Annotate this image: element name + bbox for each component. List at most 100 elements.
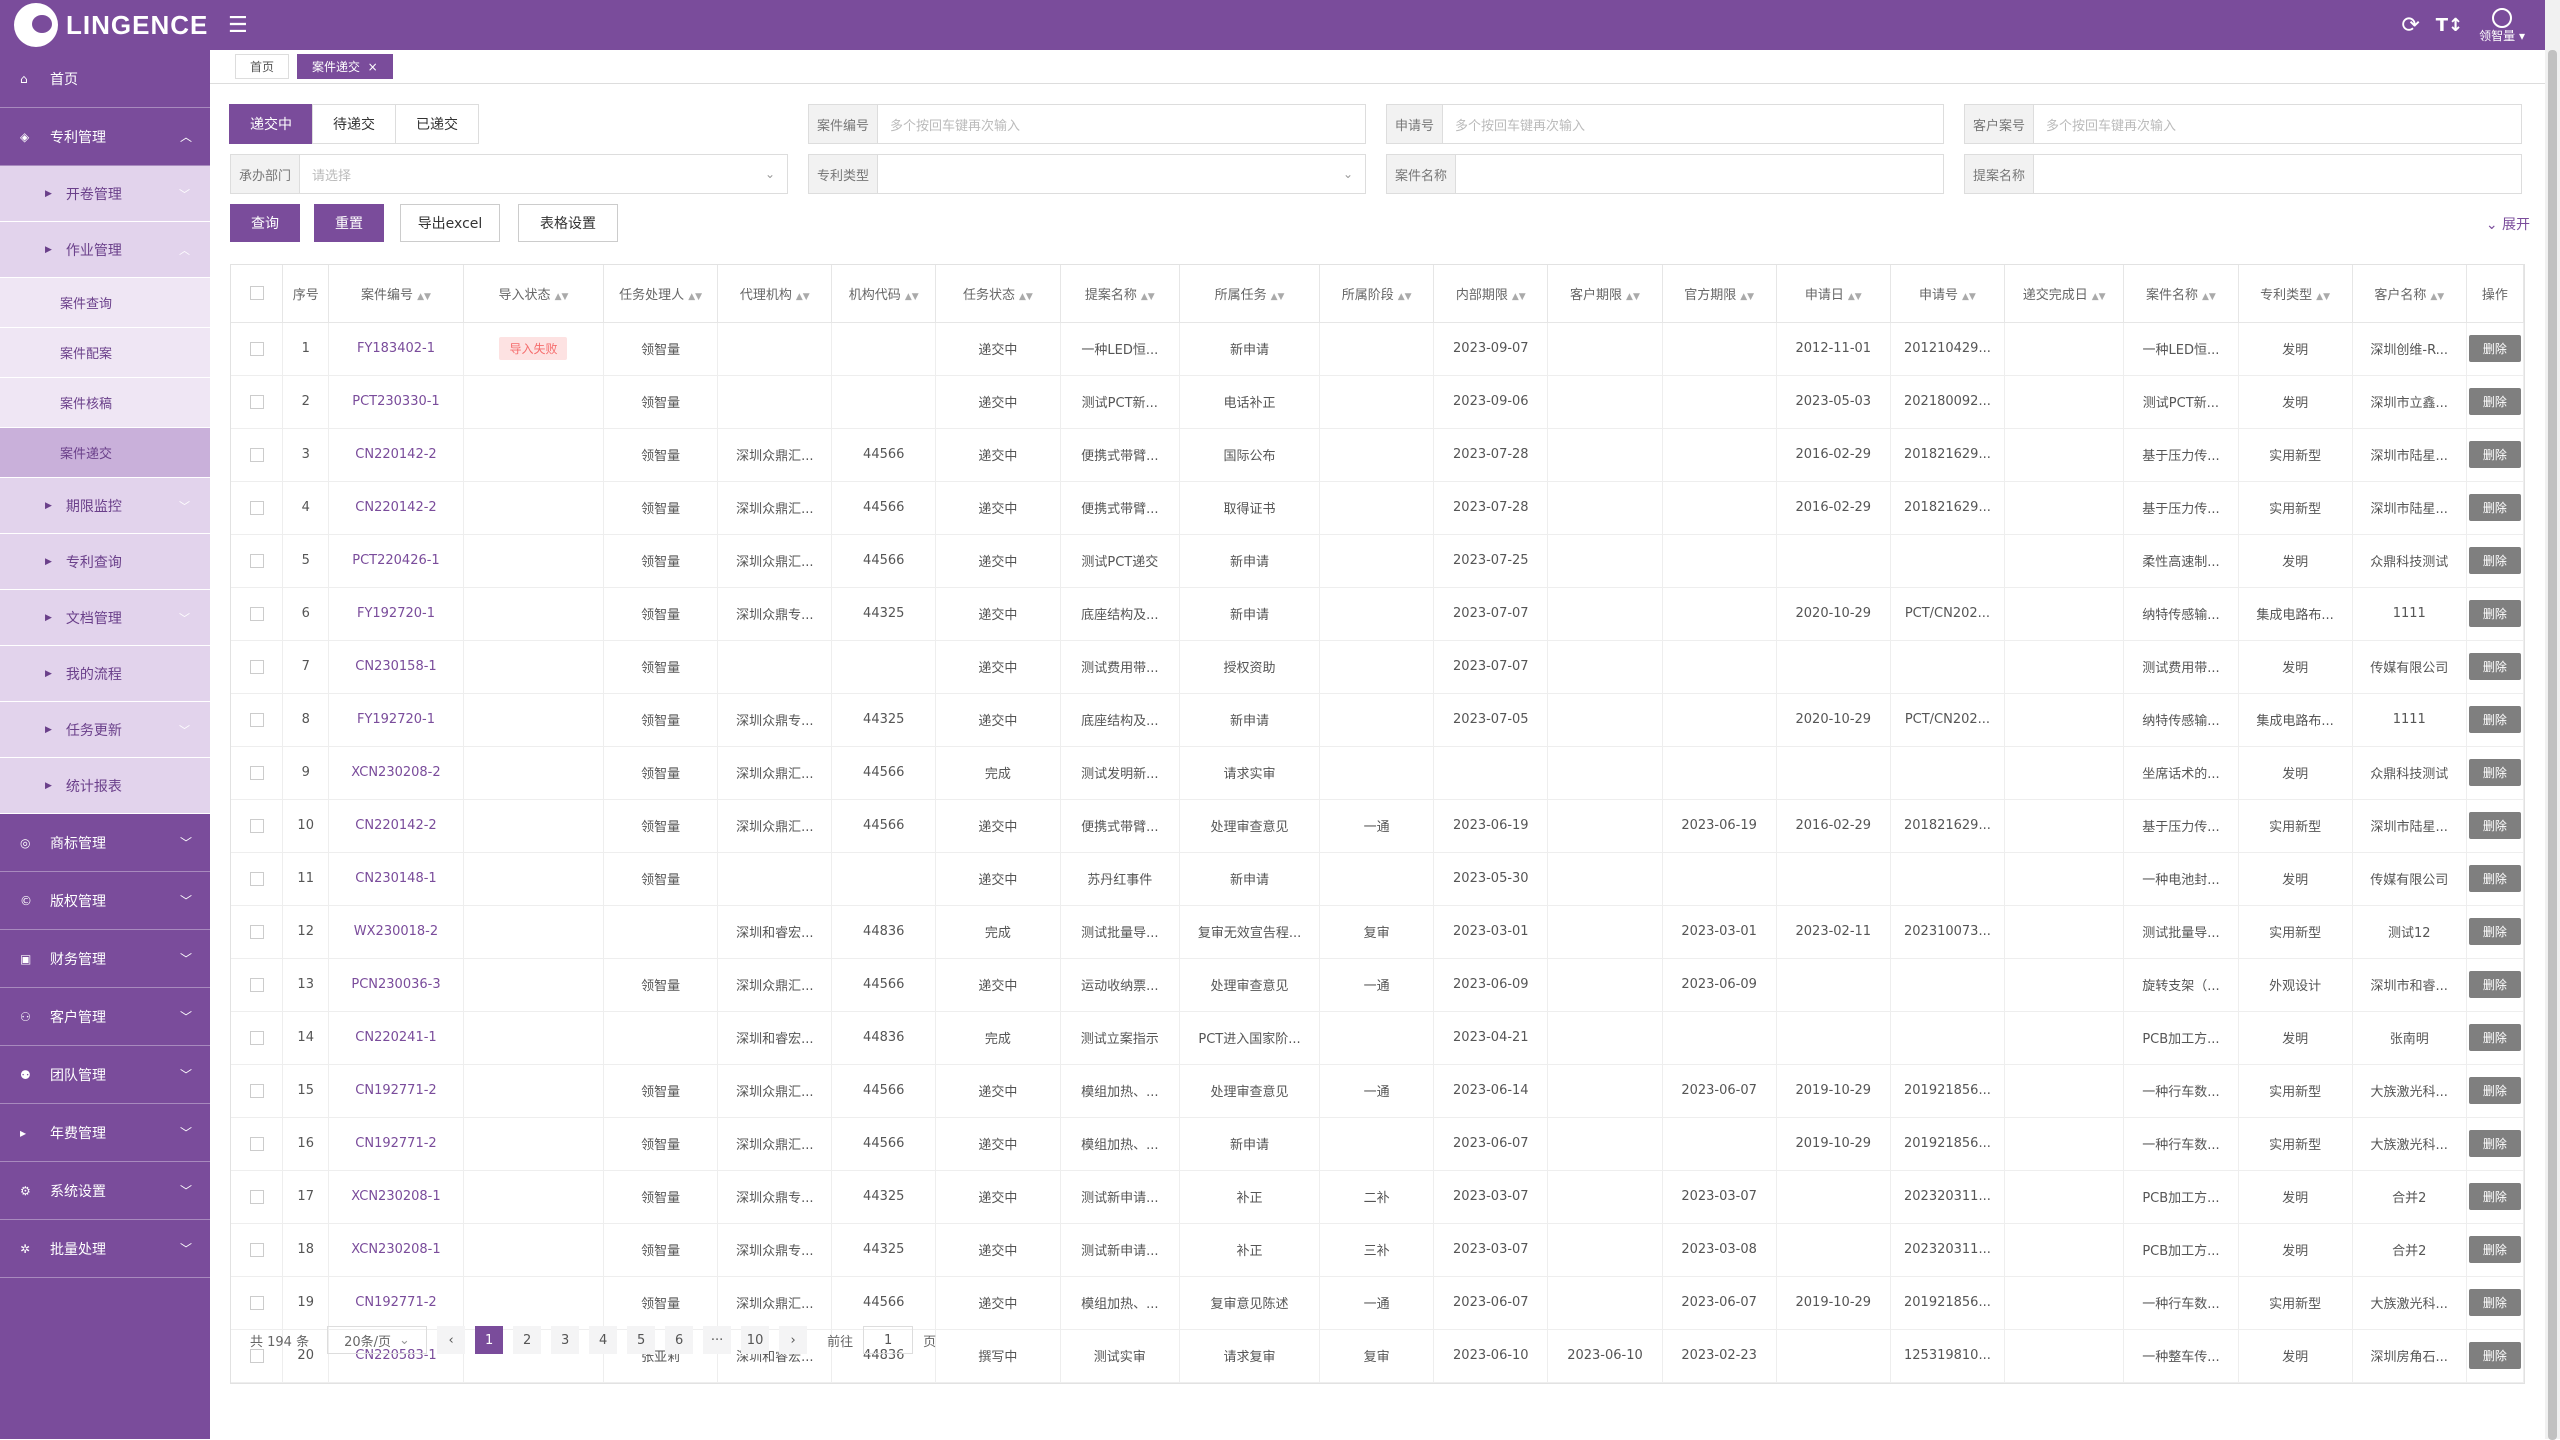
sidebar-subitem-3[interactable]: ▶ 专利查询: [0, 534, 210, 590]
case-no-input[interactable]: 多个按回车键再次输入: [890, 118, 1021, 134]
case-no-link[interactable]: CN220142-2: [355, 447, 437, 462]
sidebar-item-0[interactable]: ⌂ 首页: [0, 50, 210, 108]
sort-icon[interactable]: ▲▼: [1270, 291, 1285, 302]
proposal-name-field[interactable]: 提案名称: [1964, 154, 2522, 194]
case-no-link[interactable]: CN230148-1: [355, 871, 437, 886]
query-button[interactable]: 查询: [230, 204, 300, 242]
sort-icon[interactable]: ▲▼: [2430, 291, 2445, 302]
tab-case-submit[interactable]: 案件递交 ×: [297, 54, 393, 79]
sort-icon[interactable]: ▲▼: [1740, 291, 1755, 302]
row-checkbox[interactable]: [249, 1242, 264, 1257]
column-header[interactable]: 代理机构 ▲▼: [717, 265, 833, 323]
row-select-cell[interactable]: [231, 905, 284, 959]
client-no-input[interactable]: 多个按回车键再次输入: [2046, 118, 2177, 134]
sort-icon[interactable]: ▲▼: [1511, 291, 1526, 302]
case-no-link[interactable]: FY183402-1: [356, 341, 435, 356]
delete-button[interactable]: 删除: [2468, 1130, 2521, 1157]
hamburger-icon[interactable]: ☰: [228, 12, 248, 38]
row-checkbox[interactable]: [249, 447, 264, 462]
case-no-link[interactable]: PCT230330-1: [352, 394, 440, 409]
page-button[interactable]: 6: [665, 1326, 694, 1354]
sidebar-leaf-3[interactable]: 案件递交: [0, 428, 210, 478]
row-checkbox[interactable]: [249, 1189, 264, 1204]
case-no-link[interactable]: CN220142-2: [355, 500, 437, 515]
row-select-cell[interactable]: [231, 693, 284, 747]
sort-icon[interactable]: ▲▼: [1847, 291, 1862, 302]
case-no-link[interactable]: WX230018-2: [353, 924, 439, 939]
app-no-field[interactable]: 申请号 多个按回车键再次输入: [1386, 104, 1944, 144]
table-settings-button[interactable]: 表格设置: [518, 204, 618, 242]
sort-icon[interactable]: ▲▼: [1962, 291, 1976, 302]
sidebar-subitem-6[interactable]: ▶ 任务更新 ﹀: [0, 702, 210, 758]
page-button[interactable]: 10: [741, 1326, 770, 1354]
page-size-select[interactable]: 20条/页 ⌄: [327, 1326, 428, 1354]
row-select-cell[interactable]: [231, 481, 284, 535]
sidebar-item-7[interactable]: ▸ 年费管理 ﹀: [0, 1104, 210, 1162]
column-header[interactable]: 任务处理人 ▲▼: [603, 265, 719, 323]
row-checkbox[interactable]: [249, 1030, 264, 1045]
row-checkbox[interactable]: [249, 924, 264, 939]
row-select-cell[interactable]: [231, 1276, 284, 1330]
delete-button[interactable]: 删除: [2468, 1183, 2521, 1210]
column-header[interactable]: 操作: [2466, 265, 2525, 323]
patent-type-input[interactable]: ⌄: [878, 155, 1365, 193]
row-checkbox[interactable]: [249, 1136, 264, 1151]
row-checkbox[interactable]: [249, 500, 264, 515]
user-menu[interactable]: 领智量 ▾: [2479, 7, 2525, 43]
row-checkbox[interactable]: [249, 1295, 264, 1310]
row-checkbox[interactable]: [249, 606, 264, 621]
row-select-cell[interactable]: [231, 640, 284, 694]
row-select-cell[interactable]: [231, 322, 284, 376]
case-no-link[interactable]: CN192771-2: [355, 1295, 437, 1310]
dept-select-input[interactable]: 请选择 ⌄: [300, 155, 787, 193]
sort-icon[interactable]: ▲▼: [1397, 291, 1412, 302]
case-no-link[interactable]: CN230158-1: [355, 659, 437, 674]
page-button[interactable]: 1: [475, 1326, 504, 1354]
delete-button[interactable]: 删除: [2468, 1077, 2521, 1104]
sort-icon[interactable]: ▲▼: [2091, 291, 2106, 302]
column-header[interactable]: 案件编号 ▲▼: [328, 265, 464, 323]
row-select-cell[interactable]: [231, 1011, 284, 1065]
sidebar-item-6[interactable]: ⚉ 团队管理 ﹀: [0, 1046, 210, 1104]
case-no-link[interactable]: CN220142-2: [355, 818, 437, 833]
sidebar-leaf-2[interactable]: 案件核稿: [0, 378, 210, 428]
sidebar-subitem-2[interactable]: ▶ 期限监控 ﹀: [0, 478, 210, 534]
sidebar-leaf-1[interactable]: 案件配案: [0, 328, 210, 378]
delete-button[interactable]: 删除: [2468, 335, 2521, 362]
delete-button[interactable]: 删除: [2468, 971, 2521, 998]
sort-icon[interactable]: ▲▼: [1018, 291, 1033, 302]
sort-icon[interactable]: ▲▼: [1140, 291, 1155, 302]
column-header[interactable]: 导入状态 ▲▼: [463, 265, 605, 323]
row-select-cell[interactable]: [231, 1064, 284, 1118]
delete-button[interactable]: 删除: [2468, 706, 2521, 733]
sort-icon[interactable]: ▲▼: [2202, 291, 2216, 302]
status-tab-submitted[interactable]: 已递交: [395, 104, 479, 144]
column-header[interactable]: 所属阶段 ▲▼: [1319, 265, 1435, 323]
delete-button[interactable]: 删除: [2468, 494, 2521, 521]
delete-button[interactable]: 删除: [2468, 918, 2521, 945]
case-no-link[interactable]: FY192720-1: [356, 606, 435, 621]
sort-icon[interactable]: ▲▼: [417, 291, 431, 302]
goto-page-input[interactable]: 1: [863, 1326, 914, 1354]
column-header[interactable]: 机构代码 ▲▼: [831, 265, 937, 323]
sidebar-item-3[interactable]: © 版权管理 ﹀: [0, 872, 210, 930]
row-checkbox[interactable]: [249, 871, 264, 886]
delete-button[interactable]: 删除: [2468, 1289, 2521, 1316]
sort-icon[interactable]: ▲▼: [554, 291, 569, 302]
column-header[interactable]: 申请号 ▲▼: [1890, 265, 2006, 323]
delete-button[interactable]: 删除: [2468, 1342, 2521, 1369]
delete-button[interactable]: 删除: [2468, 600, 2521, 627]
page-button[interactable]: ···: [703, 1326, 732, 1354]
sidebar-item-1[interactable]: ◈ 专利管理 ︿: [0, 108, 210, 166]
client-no-field[interactable]: 客户案号 多个按回车键再次输入: [1964, 104, 2522, 144]
row-checkbox[interactable]: [249, 765, 264, 780]
patent-type-select[interactable]: 专利类型 ⌄: [808, 154, 1366, 194]
reset-button[interactable]: 重置: [314, 204, 384, 242]
case-no-link[interactable]: XCN230208-1: [351, 1189, 441, 1204]
row-select-cell[interactable]: [231, 428, 284, 482]
column-header[interactable]: 客户期限 ▲▼: [1547, 265, 1663, 323]
row-checkbox[interactable]: [249, 341, 264, 356]
row-select-cell[interactable]: [231, 1329, 284, 1383]
scrollbar-thumb[interactable]: [2548, 50, 2557, 1440]
delete-button[interactable]: 删除: [2468, 547, 2521, 574]
